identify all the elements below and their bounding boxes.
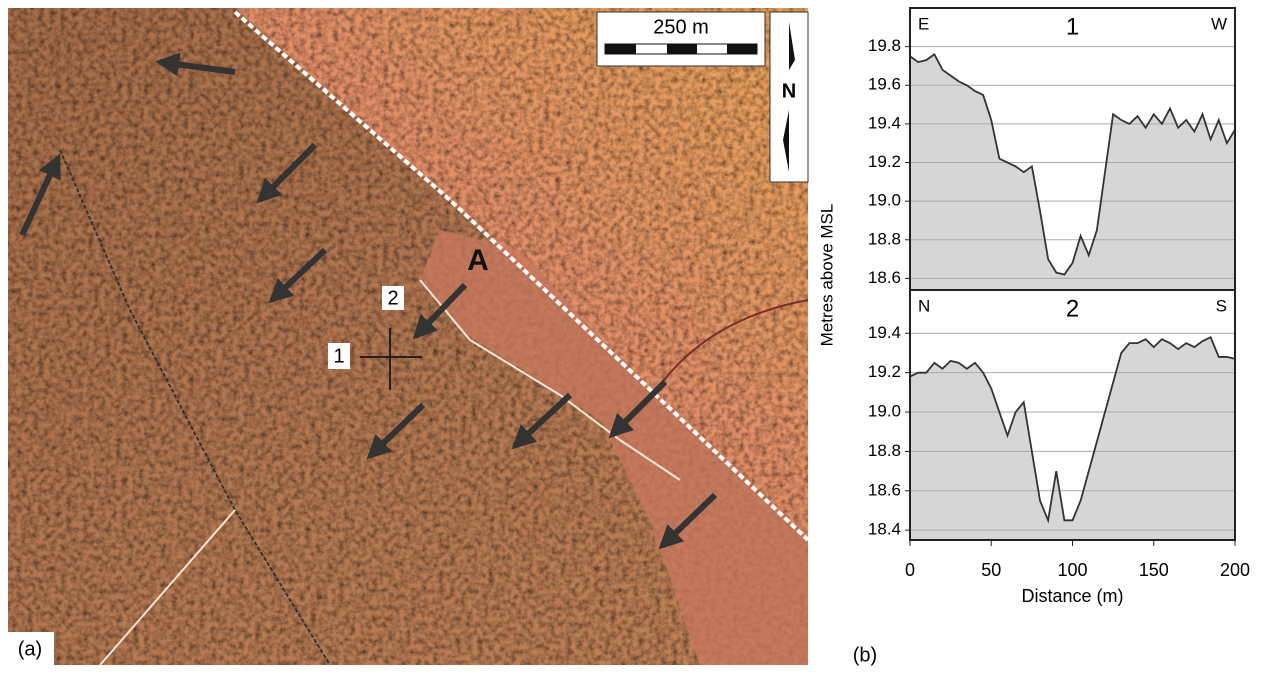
- direction-label: W: [1211, 14, 1227, 33]
- x-tick-label: 200: [1220, 560, 1250, 580]
- profile-title: 2: [1066, 295, 1079, 322]
- y-tick-label: 18.8: [868, 229, 901, 248]
- north-label: N: [782, 80, 796, 102]
- x-axis-label: Distance (m): [1021, 586, 1123, 606]
- y-tick-label: 19.0: [868, 191, 901, 210]
- profile-label: 2: [387, 287, 398, 309]
- map-panel: A 2 1 250 m N (a): [8, 8, 808, 665]
- panel-label: (a): [18, 638, 42, 660]
- page: A 2 1 250 m N (a) (b) 18.6 18.8 19.0 19.2 19…: [0, 0, 1267, 678]
- y-tick-label: 18.6: [868, 268, 901, 287]
- profile-area: [910, 337, 1235, 540]
- y-tick-label: 18.6: [868, 480, 901, 499]
- y-tick-label: 19.6: [868, 75, 901, 94]
- site-label: A: [467, 244, 489, 277]
- direction-label: S: [1216, 296, 1227, 315]
- y-axis-label: Metres above MSL: [817, 204, 836, 347]
- y-tick-label: 18.8: [868, 441, 901, 460]
- profile-area: [910, 54, 1235, 290]
- direction-label: E: [918, 14, 929, 33]
- x-tick-label: 0: [905, 560, 915, 580]
- panel-label: (b): [853, 644, 877, 666]
- y-tick-label: 19.2: [868, 152, 901, 171]
- x-tick-label: 150: [1139, 560, 1169, 580]
- profile-title: 1: [1066, 13, 1079, 40]
- scale-bar: [605, 44, 757, 54]
- y-tick-label: 19.4: [868, 323, 901, 342]
- y-tick-label: 19.0: [868, 402, 901, 421]
- direction-label: N: [918, 296, 930, 315]
- figure: A 2 1 250 m N (a) (b) 18.6 18.8 19.0 19.2 19…: [0, 0, 1267, 673]
- x-tick-label: 100: [1057, 560, 1087, 580]
- y-tick-label: 19.8: [868, 36, 901, 55]
- y-tick-label: 18.4: [868, 520, 901, 539]
- y-tick-label: 19.2: [868, 362, 901, 381]
- y-tick-label: 19.4: [868, 113, 901, 132]
- x-tick-label: 50: [981, 560, 1001, 580]
- scale-label: 250 m: [653, 16, 709, 38]
- profile-label: 1: [333, 345, 344, 367]
